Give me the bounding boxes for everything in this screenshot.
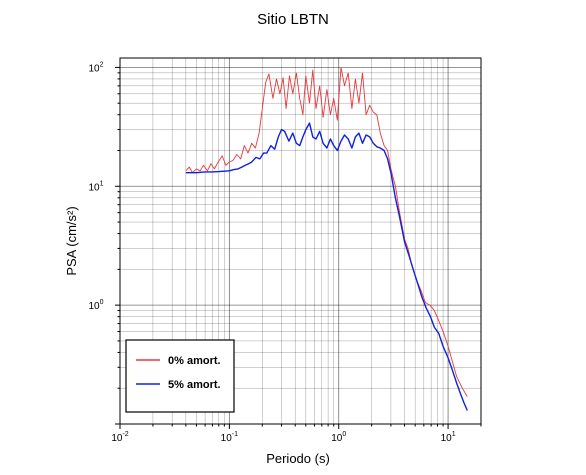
- y-axis-label: PSA (cm/s²): [64, 206, 79, 275]
- y-tick-label: 101: [88, 180, 103, 193]
- x-tick-label: 101: [441, 431, 456, 444]
- x-axis-label: Periodo (s): [266, 451, 330, 466]
- plot-frame: [119, 57, 482, 425]
- x-tick-label: 10-2: [111, 431, 128, 444]
- series-lines: [185, 66, 468, 411]
- y-tick-label: 100: [88, 299, 103, 312]
- x-tick-label: 10-1: [221, 431, 238, 444]
- legend: 0% amort. 5% amort.: [125, 339, 235, 413]
- legend-label-0-amort: 0% amort.: [168, 355, 221, 367]
- x-tick-label: 100: [331, 431, 346, 444]
- chart-title: Sitio LBTN: [257, 11, 329, 28]
- legend-box: [125, 339, 235, 413]
- legend-label-5-amort: 5% amort.: [168, 379, 221, 391]
- series-line-5-amort: [185, 122, 468, 411]
- y-tick-label: 102: [88, 61, 103, 74]
- grid-lines: [119, 58, 482, 425]
